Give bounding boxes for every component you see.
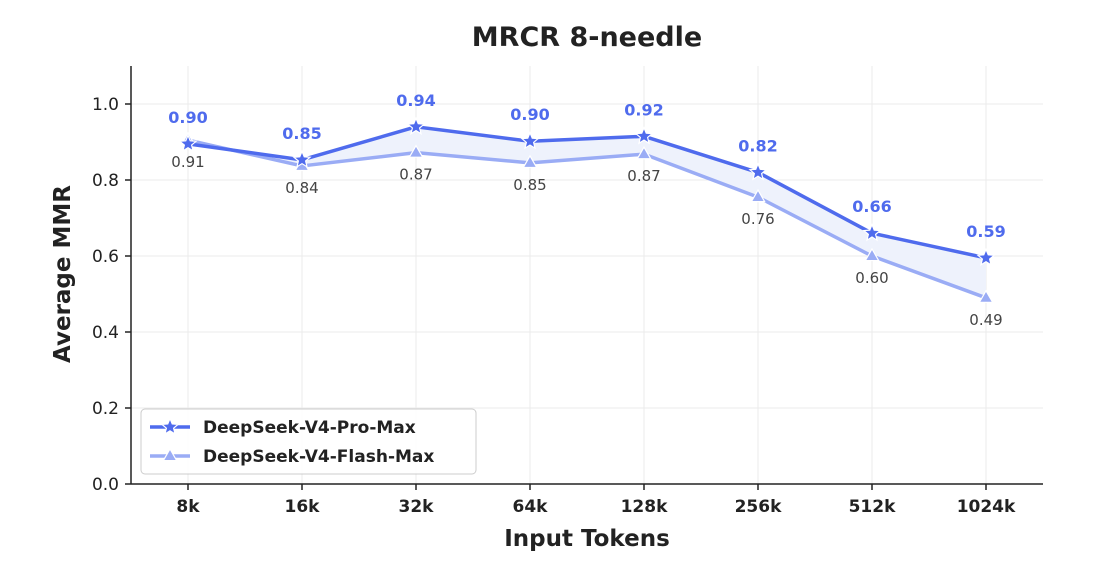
x-tick-label: 512k — [849, 497, 896, 517]
legend-box — [140, 408, 477, 475]
triangle-marker — [864, 247, 880, 262]
data-label-flash-max: 0.87 — [399, 166, 432, 184]
x-tick-label: 128k — [621, 497, 668, 517]
triangle-marker — [750, 188, 766, 203]
triangle-marker — [978, 289, 994, 303]
y-tick-label: 0.2 — [92, 399, 119, 419]
data-labels: 0.90 0.85 0.94 0.90 0.92 0.82 0.66 0.59 0.91 0.84… — [168, 91, 1005, 329]
star-marker — [748, 162, 768, 181]
data-label-pro-max: 0.66 — [852, 197, 891, 216]
data-label-pro-max: 0.82 — [738, 136, 777, 155]
x-tick-label: 16k — [285, 497, 321, 517]
data-label-flash-max: 0.49 — [969, 311, 1002, 329]
legend-label: DeepSeek-V4-Pro-Max — [203, 418, 416, 438]
data-label-flash-max: 0.76 — [741, 210, 774, 228]
y-tick-label: 1.0 — [92, 95, 119, 115]
triangle-marker — [408, 144, 424, 158]
star-marker — [634, 126, 654, 145]
data-label-flash-max: 0.85 — [513, 176, 546, 194]
star-marker — [862, 223, 882, 242]
data-label-pro-max: 0.90 — [510, 105, 549, 124]
triangle-marker — [636, 145, 652, 160]
series-layer — [178, 116, 996, 303]
y-axis-label: Average MMR — [50, 185, 76, 363]
data-label-pro-max: 0.90 — [168, 108, 207, 127]
chart-title: MRCR 8-needle — [472, 22, 702, 53]
series-line-flash-max — [187, 138, 987, 300]
legend-label: DeepSeek-V4-Flash-Max — [203, 447, 434, 467]
data-label-flash-max: 0.91 — [171, 153, 204, 171]
legend: DeepSeek-V4-Pro-Max DeepSeek-V4-Flash-Max — [140, 408, 477, 475]
x-tick-label: 8k — [176, 497, 200, 517]
star-marker — [406, 116, 426, 135]
star-marker — [178, 133, 198, 153]
legend-star-icon — [160, 416, 180, 436]
star-marker — [976, 247, 996, 267]
triangle-marker — [522, 154, 538, 169]
series-line-pro-max — [187, 125, 987, 260]
data-label-flash-max: 0.84 — [285, 179, 318, 197]
y-tick-label: 0.4 — [92, 323, 119, 343]
data-label-pro-max: 0.92 — [624, 100, 663, 119]
star-marker — [520, 131, 540, 150]
x-tick-label: 1024k — [957, 497, 1016, 517]
data-label-pro-max: 0.59 — [966, 222, 1005, 241]
y-tick-label: 0.0 — [92, 475, 119, 495]
y-tick-label: 0.8 — [92, 171, 119, 191]
axes: 0.0 0.2 0.4 0.6 0.8 1.0 8k 16k 32k 64k 128k 256k 512… — [92, 66, 1043, 517]
data-label-pro-max: 0.85 — [282, 124, 321, 143]
y-tick-label: 0.6 — [92, 247, 119, 267]
x-tick-label: 32k — [399, 497, 435, 517]
x-tick-label: 256k — [735, 497, 782, 517]
legend-triangle-icon — [162, 447, 178, 462]
x-tick-label: 64k — [513, 497, 549, 517]
data-label-flash-max: 0.60 — [855, 269, 888, 287]
star-marker — [292, 149, 312, 169]
data-label-flash-max: 0.87 — [627, 167, 660, 185]
data-label-pro-max: 0.94 — [396, 91, 435, 110]
x-axis-label: Input Tokens — [504, 526, 670, 552]
series-gap-fill — [188, 126, 986, 298]
